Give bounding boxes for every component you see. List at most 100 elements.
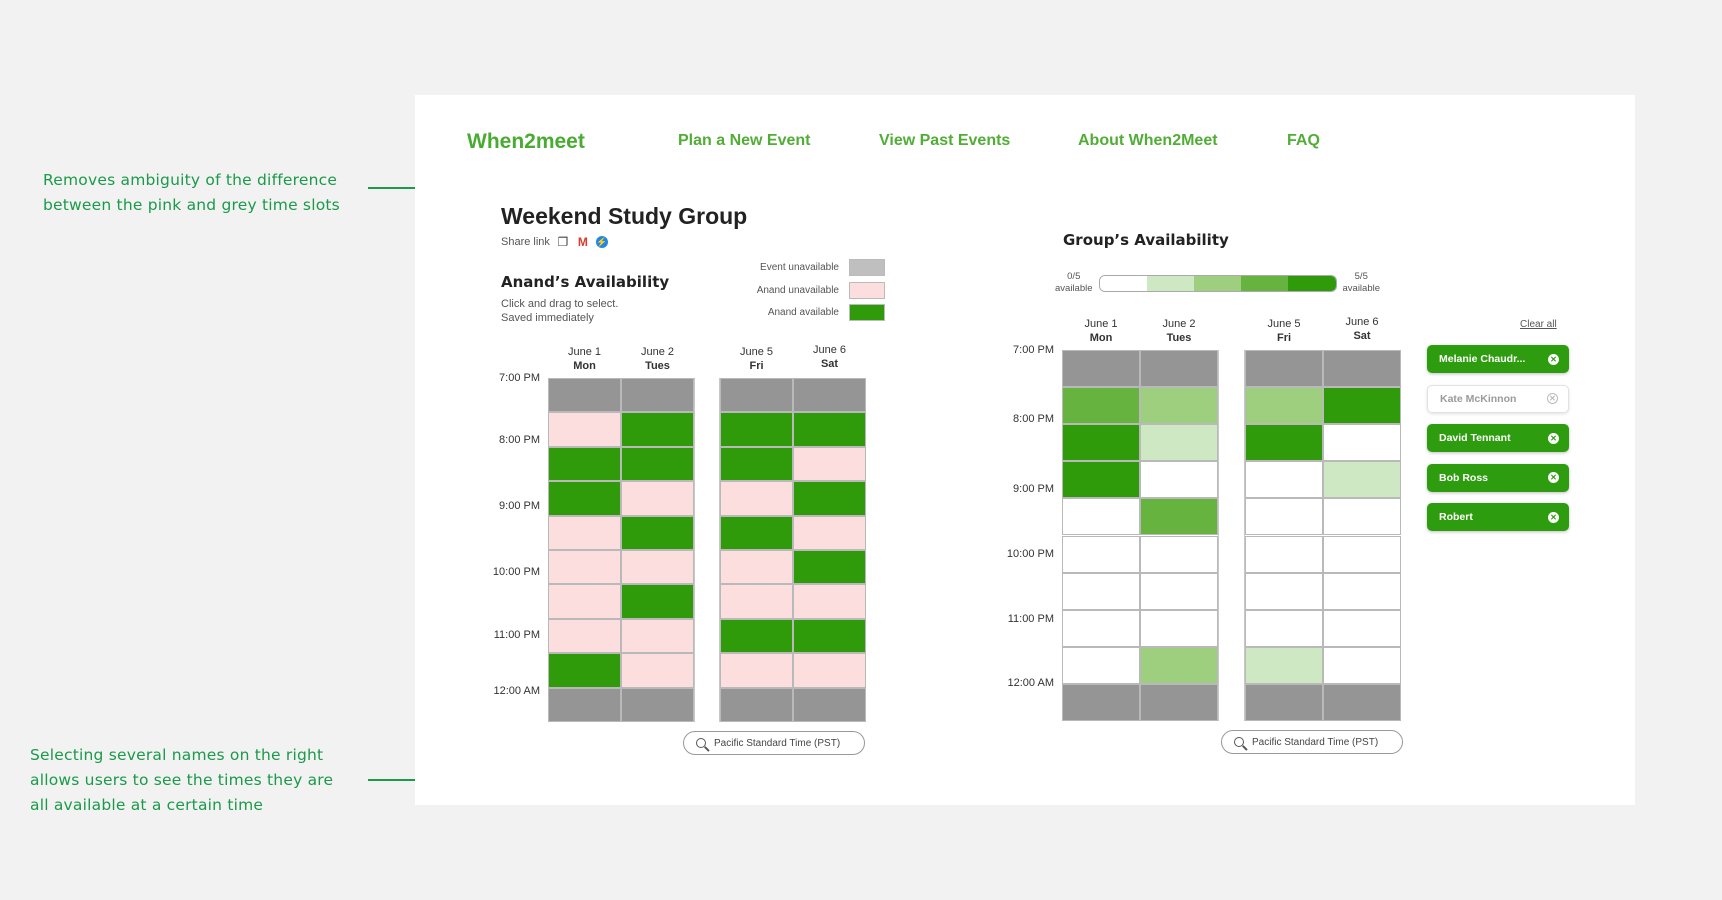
remove-icon[interactable]: ✕	[1547, 393, 1558, 404]
personal-timezone-select[interactable]: Pacific Standard Time (PST)	[683, 731, 865, 755]
time-slot[interactable]	[548, 378, 621, 413]
time-label: 8:00 PM	[499, 433, 540, 446]
remove-icon[interactable]: ✕	[1548, 472, 1559, 483]
day-header: June 1 Mon	[1062, 317, 1140, 345]
nav-about[interactable]: About When2Meet	[1078, 132, 1218, 149]
time-slot[interactable]	[720, 550, 793, 585]
time-slot[interactable]	[548, 653, 621, 688]
time-slot	[1062, 424, 1140, 462]
time-slot[interactable]	[720, 687, 793, 722]
day-name: Sat	[1353, 330, 1371, 342]
time-slot[interactable]	[793, 687, 866, 722]
time-label: 10:00 PM	[492, 565, 540, 578]
time-slot[interactable]	[621, 515, 694, 550]
person-chip[interactable]: Robert ✕	[1427, 503, 1569, 531]
legend-user-unavailable: Anand unavailable	[655, 282, 885, 299]
time-slot[interactable]	[720, 584, 793, 619]
time-slot[interactable]	[621, 446, 694, 482]
day-date: June 5	[739, 346, 774, 358]
nav-faq[interactable]: FAQ	[1287, 132, 1320, 149]
time-slot[interactable]	[621, 584, 694, 619]
remove-icon[interactable]: ✕	[1548, 511, 1559, 523]
time-slot	[1245, 498, 1323, 536]
time-slot[interactable]	[720, 378, 793, 413]
time-slot[interactable]	[720, 446, 793, 482]
time-slot[interactable]	[548, 687, 621, 722]
time-slot	[1140, 350, 1218, 388]
messenger-icon[interactable]: ⚡	[595, 236, 608, 248]
time-slot[interactable]	[621, 412, 694, 447]
time-slot[interactable]	[621, 378, 694, 413]
time-slot[interactable]	[793, 481, 866, 516]
time-slot[interactable]	[548, 618, 621, 654]
day-name: Mon	[1089, 332, 1113, 344]
day-name: Fri	[1276, 332, 1292, 344]
time-label: 8:00 PM	[1013, 413, 1054, 426]
time-slot	[1245, 609, 1323, 647]
time-slot[interactable]	[793, 378, 866, 413]
time-slot[interactable]	[720, 515, 793, 550]
day-header: June 6 Sat	[793, 343, 866, 371]
person-name: Robert	[1439, 511, 1473, 523]
person-name: Kate McKinnon	[1440, 392, 1517, 405]
time-slot[interactable]	[621, 687, 694, 722]
day-header: June 2 Tues	[1140, 317, 1218, 345]
time-slot	[1140, 535, 1218, 573]
time-slot[interactable]	[548, 446, 621, 482]
availability-scale: 0/5 available 5/5 available	[1055, 271, 1380, 295]
time-slot	[1062, 646, 1140, 684]
scale-step-2	[1193, 275, 1242, 291]
time-slot[interactable]	[720, 481, 793, 516]
time-slot[interactable]	[621, 550, 694, 585]
time-slot	[1245, 572, 1323, 610]
time-slot	[1062, 572, 1140, 610]
scale-step-3	[1241, 275, 1289, 291]
person-chip[interactable]: David Tennant ✕	[1427, 424, 1569, 452]
group-timezone-select[interactable]: Pacific Standard Time (PST)	[1221, 730, 1403, 754]
person-chip[interactable]: Bob Ross ✕	[1427, 463, 1569, 492]
nav-view-past-events[interactable]: View Past Events	[879, 132, 1011, 149]
time-slot	[1323, 646, 1401, 684]
time-slot[interactable]	[793, 515, 866, 550]
time-slot[interactable]	[793, 618, 866, 654]
time-slot[interactable]	[793, 446, 866, 482]
time-slot	[1062, 498, 1140, 536]
personal-hint: Click and drag to select. Saved immediat…	[501, 297, 661, 325]
time-slot[interactable]	[548, 515, 621, 550]
time-slot[interactable]	[621, 653, 694, 688]
gmail-icon[interactable]: M	[577, 235, 588, 249]
brand-logo[interactable]: When2meet	[467, 130, 585, 153]
timezone-label: Pacific Standard Time (PST)	[714, 737, 841, 749]
time-slot[interactable]	[720, 412, 793, 447]
nav-plan-new-event[interactable]: Plan a New Event	[678, 132, 811, 149]
time-slot[interactable]	[720, 653, 793, 688]
time-slot	[1140, 609, 1218, 647]
clear-all-link[interactable]: Clear all	[1520, 319, 1557, 330]
time-slot[interactable]	[548, 412, 621, 447]
time-slot[interactable]	[548, 481, 621, 516]
time-slot[interactable]	[548, 550, 621, 585]
time-label: 11:00 PM	[1007, 613, 1054, 626]
time-slot[interactable]	[793, 412, 866, 447]
remove-icon[interactable]: ✕	[1548, 353, 1559, 365]
time-slot[interactable]	[720, 618, 793, 654]
time-slot[interactable]	[621, 618, 694, 654]
scale-max: 5/5 available	[1343, 271, 1381, 295]
time-slot[interactable]	[621, 481, 694, 516]
time-label: 9:00 PM	[1013, 482, 1054, 495]
hint-line-1: Click and drag to select.	[501, 298, 619, 310]
scale-step-0	[1099, 275, 1147, 291]
legend-swatch-green	[849, 304, 885, 321]
time-slot[interactable]	[548, 584, 621, 619]
person-chip[interactable]: Melanie Chaudr... ✕	[1427, 345, 1569, 373]
scale-bar	[1098, 274, 1337, 292]
copy-icon[interactable]: ❐	[557, 235, 569, 249]
day-date: June 2	[640, 346, 675, 358]
time-slot[interactable]	[793, 653, 866, 688]
time-slot[interactable]	[793, 584, 866, 619]
time-slot	[1323, 535, 1401, 573]
legend-label: Event unavailable	[760, 262, 839, 273]
time-slot[interactable]	[793, 550, 866, 585]
remove-icon[interactable]: ✕	[1548, 432, 1559, 444]
person-chip[interactable]: Kate McKinnon ✕	[1427, 384, 1569, 413]
